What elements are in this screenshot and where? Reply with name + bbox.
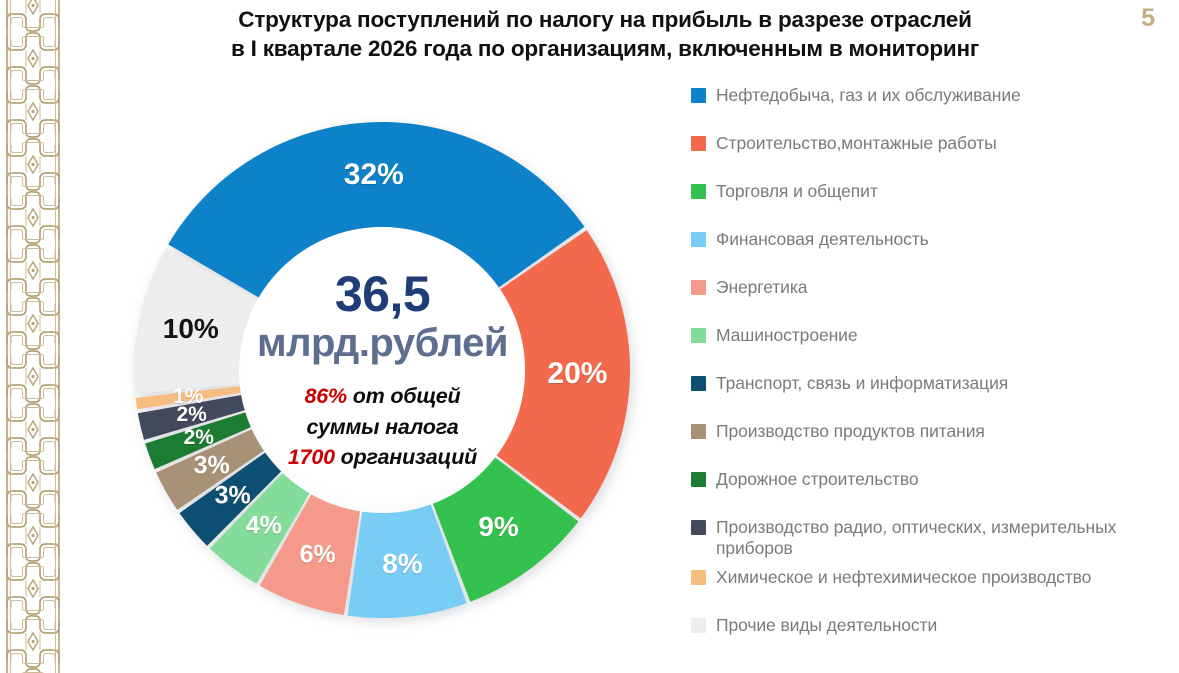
title-line-2: в I квартале 2026 года по организациям, … (230, 35, 980, 61)
donut-slice[interactable] (347, 504, 467, 618)
legend-color-swatch (691, 328, 706, 343)
page-number: 5 (1141, 4, 1155, 32)
donut-slice[interactable] (209, 472, 310, 584)
legend-item-label: Производство радио, оптических, измерите… (716, 517, 1117, 558)
donut-slice[interactable] (179, 452, 282, 546)
legend-item-label: Прочие виды деятельности (716, 615, 938, 635)
legend-color-swatch (691, 376, 706, 391)
legend-item-label: Нефтедобыча, газ и их обслуживание (716, 85, 1021, 105)
legend-color-swatch (691, 88, 706, 103)
legend-color-swatch (691, 472, 706, 487)
donut-slice[interactable] (156, 429, 264, 510)
legend-color-swatch (691, 184, 706, 199)
legend-color-swatch (691, 618, 706, 633)
legend-item[interactable]: Строительство,монтажные работы (691, 133, 1161, 154)
legend-color-swatch (691, 520, 706, 535)
legend-item[interactable]: Прочие виды деятельности (691, 615, 1161, 636)
legend-item-label: Производство продуктов питания (716, 421, 985, 441)
legend-item-label: Торговля и общепит (716, 181, 878, 201)
legend-item[interactable]: Финансовая деятельность (691, 229, 1161, 250)
legend-item-label: Химическое и нефтехимическое производств… (716, 567, 1092, 587)
donut-slice[interactable] (135, 386, 241, 410)
donut-slice[interactable] (145, 412, 251, 470)
legend-item[interactable]: Дорожное строительство (691, 469, 1161, 490)
page-title: Структура поступлений по налогу на прибы… (150, 6, 1060, 63)
legend-color-swatch (691, 136, 706, 151)
legend-color-swatch (691, 570, 706, 585)
legend-item[interactable]: Торговля и общепит (691, 181, 1161, 202)
title-line-1: Структура поступлений по налогу на прибы… (238, 7, 972, 32)
legend-color-swatch (691, 424, 706, 439)
legend-item[interactable]: Нефтедобыча, газ и их обслуживание (691, 85, 1161, 106)
legend-item-label: Энергетика (716, 277, 808, 297)
donut-slice[interactable] (134, 247, 258, 394)
donut-chart: 32% 20% 9% 8% 6% 4% 3% 3% 2% 2% 1% 10% 36,5 млрд.ру… (95, 88, 670, 653)
legend-item-label: Транспорт, связь и информатизация (716, 373, 1009, 393)
legend-item-label: Финансовая деятельность (716, 229, 929, 249)
decorative-border-ornament (0, 0, 66, 673)
legend-color-swatch (691, 232, 706, 247)
legend-item[interactable]: Производство продуктов питания (691, 421, 1161, 442)
legend-item[interactable]: Химическое и нефтехимическое производств… (691, 567, 1161, 588)
legend-item[interactable]: Машиностроение (691, 325, 1161, 346)
legend-item-label: Строительство,монтажные работы (716, 133, 997, 153)
donut-slice[interactable] (259, 494, 360, 616)
legend-color-swatch (691, 280, 706, 295)
legend-item[interactable]: Энергетика (691, 277, 1161, 298)
donut-slice[interactable] (496, 230, 630, 519)
legend-item-label: Машиностроение (716, 325, 858, 345)
legend-item[interactable]: Транспорт, связь и информатизация (691, 373, 1161, 394)
donut-slice[interactable] (168, 122, 585, 298)
legend-item-label: Дорожное строительство (716, 469, 919, 489)
donut-slice[interactable] (432, 457, 579, 602)
donut-slice[interactable] (137, 394, 245, 440)
legend-item[interactable]: Производство радио, оптических, измерите… (691, 517, 1161, 558)
